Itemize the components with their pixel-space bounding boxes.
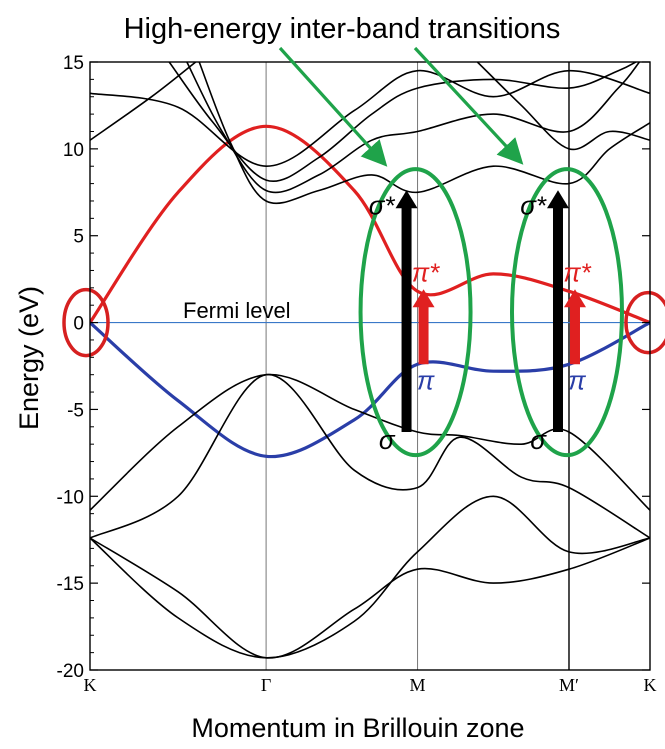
band-line: [186, 62, 641, 194]
y-tick-label: -5: [67, 400, 84, 421]
band-line: [90, 69, 650, 168]
band-line: [476, 62, 650, 151]
arrow-head: [563, 289, 586, 308]
sigma-label: σ: [379, 425, 396, 455]
sigma-star-label: σ*: [520, 190, 547, 220]
band-line: [198, 62, 650, 205]
x-tick-label: M′: [559, 675, 579, 695]
arrow-head: [546, 190, 569, 209]
y-tick-label: -10: [57, 487, 84, 508]
highlight-layer: [62, 167, 665, 458]
chart-title: High-energy inter-band transitions: [124, 13, 561, 45]
x-tick-label: K: [644, 675, 657, 695]
series-layer: [90, 62, 650, 659]
sigma-star-label: σ*: [369, 190, 396, 220]
pi-star-label: π*: [563, 257, 591, 287]
pi-label: π: [568, 365, 586, 395]
x-tick-label: K: [84, 675, 97, 695]
plot-frame: [89, 61, 651, 671]
band-line: [90, 495, 650, 659]
pi-label: π: [417, 365, 435, 395]
transition-highlight-ellipse: [509, 167, 624, 458]
band-line: [90, 537, 650, 659]
title-pointer-arrow: [278, 46, 388, 167]
dirac-point-circle: [624, 290, 665, 355]
y-axis-label: Energy (eV): [14, 286, 44, 430]
y-tick-label: -15: [57, 574, 84, 595]
title-pointer-arrow: [413, 46, 524, 165]
band-line: [90, 373, 650, 539]
dirac-point-circle: [62, 287, 110, 358]
y-tick-label: 0: [73, 314, 84, 335]
y-tick-label: 10: [63, 140, 84, 161]
pi-star-label: π*: [412, 257, 440, 287]
annotation-layer: σ σ* π π* σ σ* π π*: [278, 46, 592, 455]
x-tick-label: M: [410, 675, 426, 695]
frame-layer: [89, 61, 651, 671]
arrow-head: [395, 190, 418, 209]
x-tick-label: Γ: [261, 675, 271, 695]
sigma-label: σ: [530, 425, 547, 455]
y-tick-label: 5: [73, 227, 84, 248]
fermi-level-label: Fermi level: [183, 298, 291, 323]
arrow-head: [412, 289, 435, 308]
pi-star-band: [90, 124, 650, 325]
y-tick-label: -20: [57, 661, 84, 682]
transition-highlight-ellipse: [358, 167, 473, 458]
x-axis-label: Momentum in Brillouin zone: [191, 713, 524, 743]
y-tick-label: 15: [63, 53, 84, 74]
band-line: [90, 62, 197, 141]
